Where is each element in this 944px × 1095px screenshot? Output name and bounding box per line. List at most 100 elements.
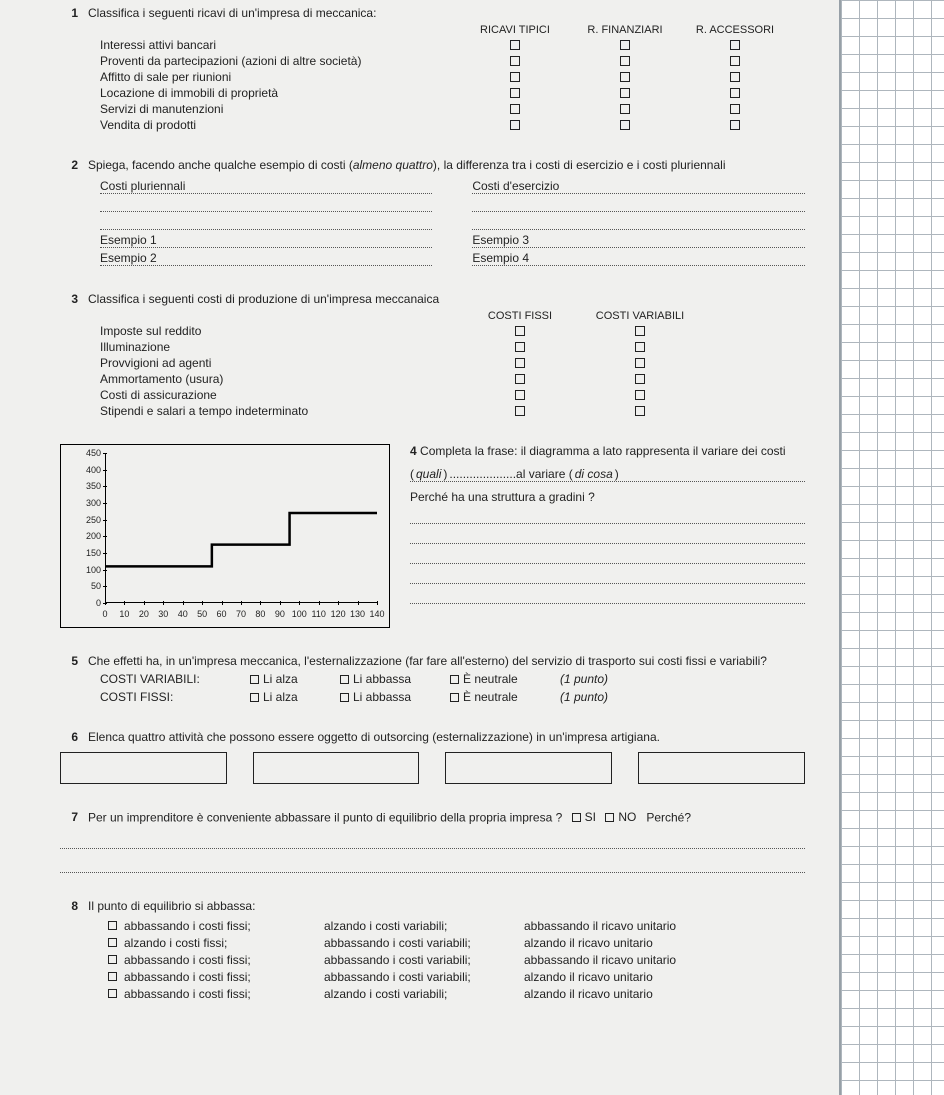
x-tick-label: 110 (312, 609, 326, 619)
q5-option[interactable]: Li alza (250, 672, 340, 686)
q8-number: 8 (60, 899, 78, 913)
q8-cell: abbassando il ricavo unitario (524, 953, 784, 967)
checkbox-cell[interactable] (460, 406, 580, 416)
q8-checkbox[interactable] (100, 987, 124, 1001)
answer-box[interactable] (253, 752, 420, 784)
q8-cell: alzando i costi variabili; (324, 987, 524, 1001)
q4-fill-line[interactable]: (quali)....................al variare (d… (410, 462, 805, 482)
blank-line[interactable] (410, 584, 805, 604)
q5-option[interactable]: Li abbassa (340, 672, 450, 686)
checkbox-icon (635, 326, 645, 336)
q5-option[interactable]: È neutrale (450, 690, 560, 704)
checkbox-cell[interactable] (570, 120, 680, 130)
checkbox-cell[interactable] (460, 390, 580, 400)
checkbox-cell[interactable] (460, 120, 570, 130)
checkbox-cell[interactable] (460, 342, 580, 352)
blank-line[interactable] (100, 194, 432, 212)
checkbox-icon (635, 374, 645, 384)
q2-left-label-line[interactable]: Costi pluriennali (100, 176, 432, 194)
checkbox-cell[interactable] (460, 326, 580, 336)
q8-options: abbassando i costi fissi;alzando i costi… (60, 919, 805, 1001)
checkbox-icon (620, 72, 630, 82)
checkbox-cell[interactable] (680, 104, 790, 114)
checkbox-icon (108, 972, 117, 981)
checkbox-icon (730, 120, 740, 130)
answer-box[interactable] (60, 752, 227, 784)
q1-table: RICAVI TIPICI R. FINANZIARI R. ACCESSORI… (60, 24, 805, 132)
blank-line[interactable] (60, 831, 805, 849)
checkbox-cell[interactable] (570, 56, 680, 66)
q2-right-label-line[interactable]: Costi d'esercizio (472, 176, 804, 194)
blank-line[interactable] (472, 212, 804, 230)
y-tick-label: 350 (77, 481, 101, 491)
q5-option[interactable]: Li abbassa (340, 690, 450, 704)
checkbox-icon (108, 989, 117, 998)
q4-text: 4 Completa la frase: il diagramma a lato… (410, 444, 805, 604)
q4-chart: 0501001502002503003504004500102030405060… (60, 444, 390, 628)
row-label: Costi di assicurazione (100, 388, 460, 402)
blank-line[interactable] (60, 855, 805, 873)
checkbox-cell[interactable] (580, 342, 700, 352)
q8-checkbox[interactable] (100, 970, 124, 984)
q4-quali-group: (quali)....................al variare (d… (410, 467, 623, 481)
checkbox-cell[interactable] (570, 72, 680, 82)
checkbox-cell[interactable] (580, 406, 700, 416)
checkbox-cell[interactable] (580, 358, 700, 368)
q8-prompt: Il punto di equilibrio si abbassa: (88, 899, 805, 913)
checkbox-cell[interactable] (580, 326, 700, 336)
checkbox-cell[interactable] (680, 88, 790, 98)
checkbox-cell[interactable] (680, 40, 790, 50)
checkbox-icon (515, 326, 525, 336)
checkbox-cell[interactable] (580, 390, 700, 400)
checkbox-cell[interactable] (680, 72, 790, 82)
blank-line[interactable] (100, 212, 432, 230)
q1-hdr-1: R. FINANZIARI (570, 24, 680, 36)
blank-line[interactable] (410, 544, 805, 564)
q2-ex3-line[interactable]: Esempio 3 (472, 230, 804, 248)
blank-line[interactable] (410, 504, 805, 524)
q8-checkbox[interactable] (100, 936, 124, 950)
checkbox-cell[interactable] (460, 72, 570, 82)
x-tick-label: 0 (102, 609, 107, 619)
checkbox-cell[interactable] (460, 88, 570, 98)
y-tick-label: 300 (77, 498, 101, 508)
checkbox-cell[interactable] (460, 374, 580, 384)
blank-line[interactable] (410, 564, 805, 584)
checkbox-cell[interactable] (570, 40, 680, 50)
q2-ex2-line[interactable]: Esempio 2 (100, 248, 432, 266)
checkbox-cell[interactable] (460, 56, 570, 66)
x-tick-label: 70 (236, 609, 246, 619)
q8-cell: alzando il ricavo unitario (524, 936, 784, 950)
q2-prompt: Spiega, facendo anche qualche esempio di… (88, 158, 805, 172)
checkbox-cell[interactable] (460, 104, 570, 114)
q2-ex4-line[interactable]: Esempio 4 (472, 248, 804, 266)
answer-box[interactable] (445, 752, 612, 784)
checkbox-cell[interactable] (460, 358, 580, 368)
q4-why: Perché ha una struttura a gradini ? (410, 490, 805, 504)
blank-line[interactable] (472, 194, 804, 212)
q2-ex1-line[interactable]: Esempio 1 (100, 230, 432, 248)
q1-hdr-0: RICAVI TIPICI (460, 24, 570, 36)
q5-option[interactable]: È neutrale (450, 672, 560, 686)
checkbox-icon (250, 675, 259, 684)
checkbox-cell[interactable] (570, 88, 680, 98)
checkbox-icon (730, 104, 740, 114)
q8-checkbox[interactable] (100, 953, 124, 967)
checkbox-cell[interactable] (580, 374, 700, 384)
x-tick-label: 80 (255, 609, 265, 619)
q7-opt-si[interactable]: SI (572, 810, 596, 824)
question-3: 3 Classifica i seguenti costi di produzi… (60, 292, 805, 418)
checkbox-cell[interactable] (680, 120, 790, 130)
q5-option[interactable]: Li alza (250, 690, 340, 704)
blank-line[interactable] (410, 524, 805, 544)
checkbox-cell[interactable] (680, 56, 790, 66)
answer-box[interactable] (638, 752, 805, 784)
q4-prompt: Completa la frase: il diagramma a lato r… (420, 444, 786, 458)
y-tick-label: 400 (77, 465, 101, 475)
q8-checkbox[interactable] (100, 919, 124, 933)
checkbox-cell[interactable] (570, 104, 680, 114)
q7-opt-no[interactable]: NO (605, 810, 636, 824)
x-tick-label: 60 (217, 609, 227, 619)
checkbox-cell[interactable] (460, 40, 570, 50)
q7-prompt: Per un imprenditore è conveniente abbass… (88, 811, 562, 825)
